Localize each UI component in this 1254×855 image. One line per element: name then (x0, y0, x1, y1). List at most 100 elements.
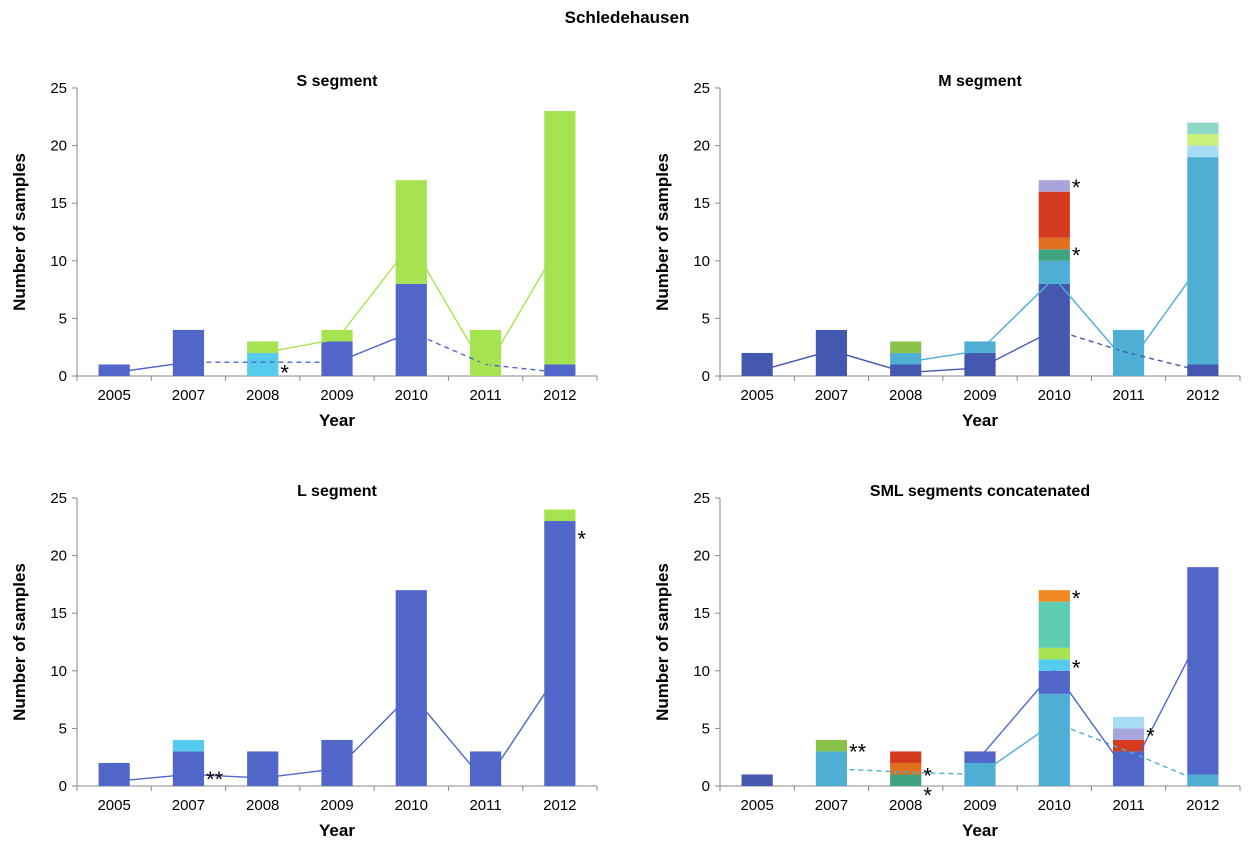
x-tick-label: 2012 (543, 387, 576, 404)
asterisk-marker: ** (849, 739, 867, 764)
asterisk-marker: ** (206, 767, 224, 792)
bar-segment (1187, 145, 1219, 158)
asterisk-marker: * (1146, 723, 1155, 748)
bar-segment (321, 739, 353, 786)
bar-segment (172, 329, 205, 376)
x-axis-label: Year (962, 821, 998, 840)
x-tick-label: 2009 (320, 797, 353, 814)
asterisk-marker: * (1072, 175, 1081, 200)
x-tick-label: 2011 (469, 387, 501, 404)
bar-segment (1112, 751, 1145, 786)
y-axis-label: Number of samples (10, 153, 29, 311)
x-tick-label: 2007 (172, 797, 205, 814)
x-tick-label: 2010 (1038, 387, 1071, 404)
trend-line (756, 329, 1055, 374)
y-tick-label: 15 (693, 605, 710, 622)
y-tick-label: 15 (50, 195, 67, 212)
y-tick-label: 10 (693, 253, 710, 270)
bar-segment (1038, 647, 1070, 660)
bar-segment (890, 762, 922, 775)
bar-segment (890, 352, 922, 365)
x-axis-label: Year (962, 411, 998, 430)
trend-line (114, 670, 561, 784)
x-tick-label: 2011 (1112, 797, 1144, 814)
asterisk-marker: * (923, 764, 932, 789)
bar-segment (890, 364, 922, 376)
chart-title: M segment (938, 73, 1022, 90)
bar-segment (1112, 728, 1145, 740)
x-tick-label: 2011 (469, 797, 501, 814)
y-tick-label: 25 (693, 80, 710, 97)
y-tick-label: 5 (702, 720, 710, 737)
bar-segment (1038, 590, 1070, 602)
x-tick-label: 2005 (97, 797, 130, 814)
bar-segment (741, 774, 773, 786)
bar-segment (890, 774, 922, 786)
bar-segment (964, 341, 996, 353)
y-axis-label: Number of samples (653, 153, 672, 311)
y-tick-label: 20 (693, 138, 710, 155)
x-tick-label: 2008 (246, 387, 279, 404)
y-tick-label: 10 (693, 663, 710, 680)
y-axis-label: Number of samples (10, 563, 29, 721)
bar-segment (1112, 739, 1145, 752)
bar-segment (544, 111, 576, 365)
bar-segment (544, 364, 576, 376)
y-tick-label: 15 (693, 195, 710, 212)
bar-segment (172, 739, 205, 752)
y-tick-label: 0 (702, 368, 710, 385)
bar-segment (247, 352, 279, 376)
x-tick-label: 2010 (1038, 797, 1071, 814)
figure-title: Schledehausen (564, 8, 690, 27)
x-tick-label: 2008 (889, 797, 922, 814)
trend-line (114, 361, 189, 374)
asterisk-marker: * (1072, 655, 1081, 680)
y-tick-label: 25 (693, 490, 710, 507)
y-axis-label: Number of samples (653, 563, 672, 721)
bar-segment (1038, 260, 1070, 284)
bar-segment (247, 751, 279, 786)
bar-segment (1038, 237, 1070, 250)
bar-segment (741, 352, 773, 376)
x-tick-label: 2009 (320, 387, 353, 404)
y-tick-label: 0 (59, 778, 67, 795)
y-tick-label: 15 (50, 605, 67, 622)
x-tick-label: 2005 (740, 797, 773, 814)
trend-line (411, 331, 560, 374)
trend-line (262, 242, 561, 372)
bar-segment (98, 364, 130, 376)
bar-segment (890, 341, 922, 353)
bar-segment (964, 352, 996, 376)
bar-segment (1187, 122, 1219, 135)
bar-segment (1038, 670, 1070, 694)
bar-segment (1187, 774, 1219, 786)
bar-segment (544, 521, 576, 786)
bar-segment (321, 329, 353, 342)
asterisk-marker: * (1072, 586, 1081, 611)
asterisk-marker: * (577, 526, 586, 551)
x-tick-label: 2007 (815, 387, 848, 404)
trend-line (905, 260, 1204, 366)
x-tick-label: 2007 (172, 387, 205, 404)
y-tick-label: 0 (59, 368, 67, 385)
bar-segment (469, 751, 502, 786)
bar-segment (1038, 191, 1070, 238)
x-tick-label: 2010 (395, 797, 428, 814)
asterisk-marker: * (280, 361, 289, 386)
chart-title: SML segments concatenated (870, 483, 1090, 500)
x-tick-label: 2012 (1186, 387, 1219, 404)
y-tick-label: 10 (50, 663, 67, 680)
bar-segment (172, 751, 205, 786)
x-tick-label: 2012 (543, 797, 576, 814)
bar-segment (544, 509, 576, 522)
x-tick-label: 2008 (889, 387, 922, 404)
bar-segment (1038, 601, 1070, 648)
bar-segment (247, 341, 279, 353)
bar-segment (1038, 693, 1070, 786)
trend-line (979, 630, 1204, 776)
x-tick-label: 2010 (395, 387, 428, 404)
bar-segment (395, 180, 427, 284)
